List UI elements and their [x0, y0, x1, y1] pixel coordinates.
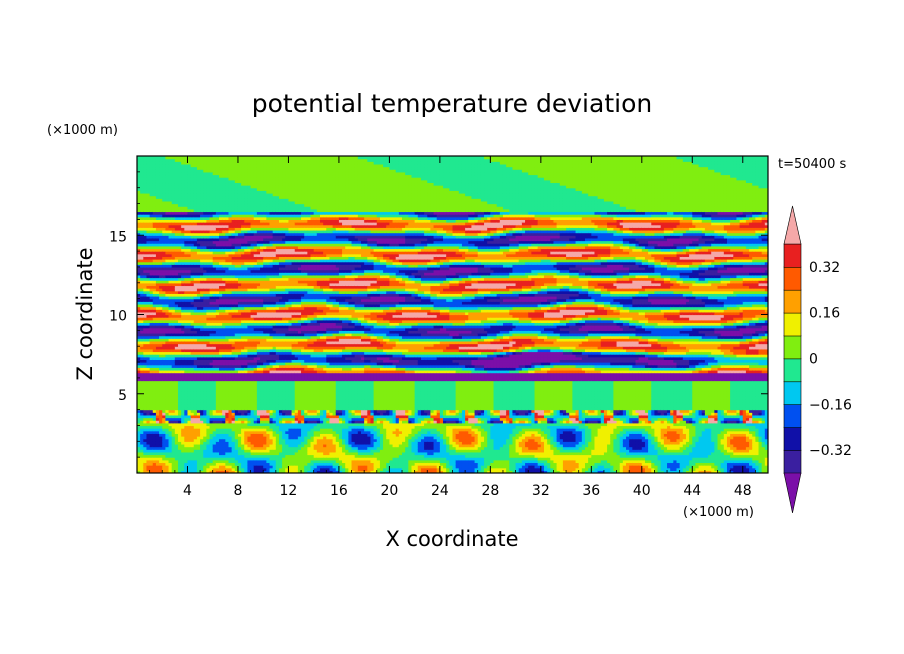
y-unit-label: (×1000 m)	[47, 123, 118, 138]
contour-field	[137, 156, 769, 474]
chart-title: potential temperature deviation	[252, 89, 652, 118]
time-label: t=50400 s	[778, 157, 846, 172]
chart-canvas: potential temperature deviation (×1000 m…	[0, 0, 904, 654]
